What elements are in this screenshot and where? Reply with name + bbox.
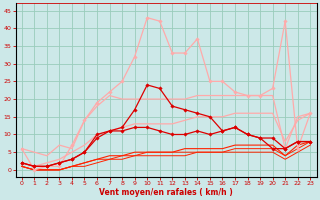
X-axis label: Vent moyen/en rafales ( km/h ): Vent moyen/en rafales ( km/h ) (99, 188, 233, 197)
